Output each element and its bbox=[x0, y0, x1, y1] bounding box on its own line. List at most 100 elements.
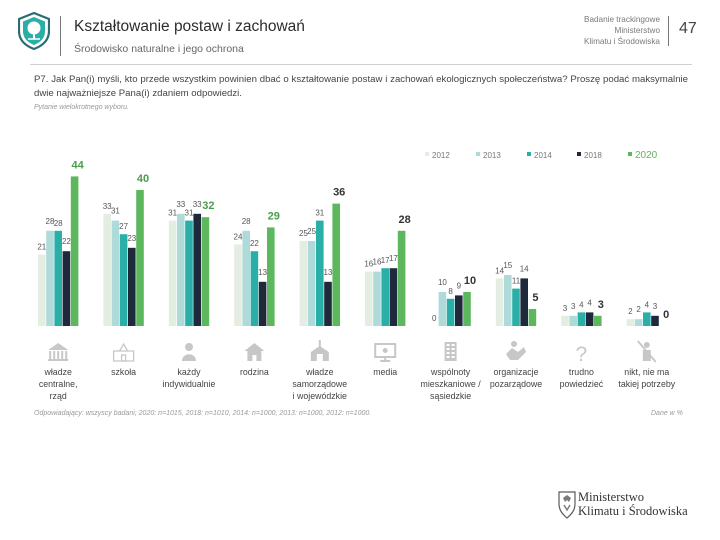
bar-2014-8 bbox=[577, 312, 586, 326]
bar-2012-7 bbox=[495, 278, 504, 326]
bar-2012-8 bbox=[561, 315, 569, 326]
value-label-2018-6: 9 bbox=[457, 281, 462, 290]
value-label-2012-8: 3 bbox=[563, 304, 568, 313]
value-label-2013-6: 10 bbox=[438, 278, 447, 287]
value-label-2013-0: 28 bbox=[46, 217, 55, 226]
value-label-2018-5: 17 bbox=[389, 254, 398, 263]
bar-2018-0 bbox=[62, 251, 71, 326]
bar-2013-0 bbox=[46, 230, 54, 326]
study-name-line: Ministerstwo bbox=[614, 26, 661, 35]
bar-2012-0 bbox=[38, 254, 46, 326]
category-label-6: wspólnoty bbox=[430, 367, 471, 377]
chart-legend: 2012 2013 2014 2018 2020 bbox=[425, 150, 658, 161]
legend-label-2020: 2020 bbox=[635, 150, 658, 161]
ngo-hands-icon bbox=[506, 341, 526, 360]
local-government-icon bbox=[310, 340, 329, 361]
question-text: P7. Jak Pan(i) myśli, kto przede wszystk… bbox=[34, 74, 688, 99]
bar-2014-6 bbox=[446, 298, 455, 326]
value-label-2020-1: 40 bbox=[137, 173, 149, 185]
value-label-2014-9: 4 bbox=[645, 300, 650, 309]
page-subtitle: Środowisko naturalne i jego ochrona bbox=[74, 43, 244, 55]
title-separator bbox=[60, 16, 61, 56]
category-label-1: szkoła bbox=[111, 367, 136, 377]
bar-2013-9 bbox=[634, 319, 643, 326]
bar-2018-6 bbox=[455, 295, 463, 326]
bar-2018-8 bbox=[585, 312, 594, 326]
ministry-name: Klimatu i Środowiska bbox=[578, 504, 688, 518]
header-divider bbox=[30, 64, 692, 65]
category-label-3: rodzina bbox=[240, 367, 269, 377]
bar-2013-1 bbox=[111, 220, 120, 326]
value-label-2012-9: 2 bbox=[628, 307, 633, 316]
media-monitor-icon bbox=[374, 343, 397, 362]
category-label-6: sąsiedzkie bbox=[430, 391, 471, 401]
bar-2018-4 bbox=[324, 281, 332, 326]
legend-label-2018: 2018 bbox=[584, 151, 602, 160]
page-number: 47 bbox=[679, 20, 697, 37]
legend-label-2012: 2012 bbox=[432, 151, 450, 160]
bar-2020-4 bbox=[332, 203, 340, 326]
page-number-separator bbox=[668, 16, 669, 46]
value-label-2014-5: 17 bbox=[381, 256, 390, 265]
bar-2020-3 bbox=[267, 227, 275, 326]
bar-2020-6 bbox=[463, 292, 471, 326]
value-label-2012-3: 24 bbox=[234, 232, 243, 241]
ministry-name: Ministerstwo bbox=[578, 490, 644, 504]
bar-2013-4 bbox=[307, 241, 316, 326]
bar-2014-5 bbox=[381, 268, 389, 326]
value-label-2013-5: 16 bbox=[373, 258, 382, 267]
bar-2012-9 bbox=[626, 319, 635, 326]
legend-swatch-2014 bbox=[527, 152, 531, 156]
category-label-0: rząd bbox=[50, 391, 67, 401]
value-label-2018-4: 13 bbox=[324, 268, 333, 277]
bar-2012-5 bbox=[365, 271, 373, 326]
bar-2020-2 bbox=[201, 217, 210, 326]
bar-2013-7 bbox=[504, 275, 512, 326]
value-label-2012-5: 16 bbox=[364, 260, 373, 269]
value-label-2014-3: 22 bbox=[250, 239, 259, 248]
government-icon bbox=[48, 343, 69, 361]
value-label-2014-1: 27 bbox=[119, 222, 128, 231]
bar-2012-4 bbox=[299, 241, 308, 326]
category-label-5: media bbox=[373, 367, 397, 377]
legend-swatch-2013 bbox=[476, 152, 480, 156]
value-label-2012-2: 31 bbox=[168, 209, 177, 218]
bar-2018-3 bbox=[258, 281, 267, 326]
value-label-2013-8: 3 bbox=[571, 302, 576, 311]
value-label-2012-4: 25 bbox=[299, 229, 308, 238]
bar-2014-1 bbox=[119, 234, 128, 326]
value-label-2012-0: 21 bbox=[37, 243, 46, 252]
value-label-2014-0: 28 bbox=[54, 219, 63, 228]
bar-2012-2 bbox=[168, 220, 177, 326]
value-label-2018-1: 23 bbox=[127, 234, 136, 243]
value-label-2020-2: 32 bbox=[202, 200, 214, 212]
bar-2014-7 bbox=[512, 288, 520, 326]
value-label-2020-0: 44 bbox=[71, 159, 84, 171]
bar-2020-7 bbox=[528, 309, 537, 326]
bar-2018-7 bbox=[520, 278, 528, 326]
value-label-2014-4: 31 bbox=[315, 209, 324, 218]
category-label-0: władze bbox=[44, 367, 72, 377]
bar-2012-1 bbox=[103, 213, 111, 326]
bar-2018-5 bbox=[389, 268, 398, 326]
value-label-2018-9: 3 bbox=[653, 302, 658, 311]
bar-2013-5 bbox=[373, 271, 381, 326]
bar-2014-2 bbox=[185, 220, 193, 326]
legend-swatch-2020 bbox=[628, 152, 632, 156]
category-label-4: i wojewódzkie bbox=[293, 391, 347, 401]
value-label-2020-8: 3 bbox=[598, 299, 604, 311]
category-label-9: takiej potrzeby bbox=[618, 379, 675, 389]
value-label-2013-2: 33 bbox=[176, 200, 185, 209]
bar-2020-1 bbox=[136, 190, 144, 326]
legend-label-2014: 2014 bbox=[534, 151, 552, 160]
value-label-2012-6: 0 bbox=[432, 314, 437, 323]
category-label-8: trudno bbox=[569, 367, 594, 377]
study-name: Badanie trackingowe Ministerstwo Klimatu… bbox=[550, 14, 660, 47]
value-label-2012-7: 14 bbox=[495, 266, 504, 275]
bar-2013-8 bbox=[569, 315, 577, 326]
study-name-line: Klimatu i Środowiska bbox=[584, 37, 660, 46]
bar-2013-3 bbox=[242, 230, 250, 326]
value-label-2020-4: 36 bbox=[333, 187, 345, 199]
legend-label-2013: 2013 bbox=[483, 151, 501, 160]
